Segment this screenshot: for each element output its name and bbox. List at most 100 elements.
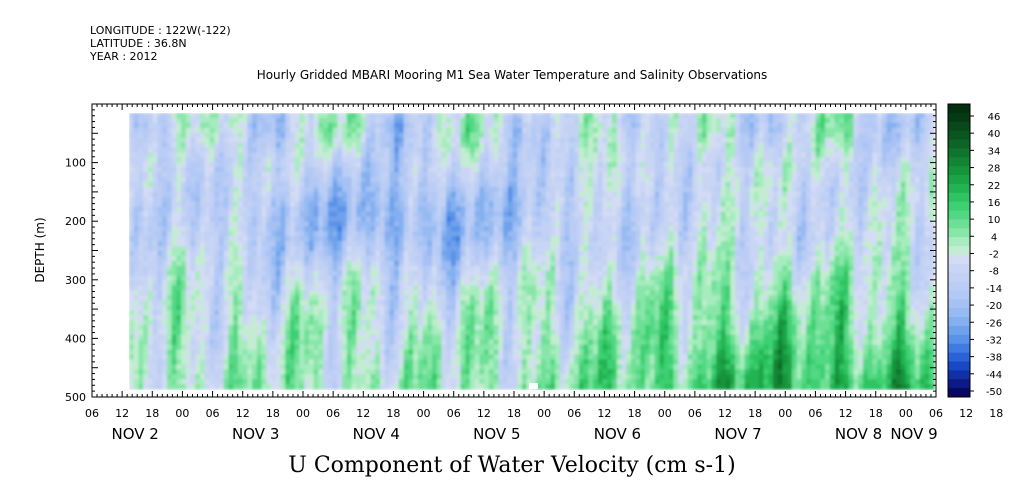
heatmap-cell: [417, 290, 424, 296]
heatmap-cell: [522, 241, 528, 247]
heatmap-cell: [413, 142, 419, 149]
heatmap-cell: [318, 186, 324, 193]
heatmap-cell: [526, 132, 533, 139]
heatmap-cell: [162, 216, 168, 223]
heatmap-cell: [181, 216, 187, 223]
heatmap-cell: [200, 117, 206, 124]
heatmap-cell: [479, 182, 485, 188]
heatmap-cell: [398, 379, 405, 385]
heatmap-cell: [432, 359, 438, 365]
heatmap-cell: [545, 354, 552, 361]
heatmap-cell: [280, 201, 286, 208]
heatmap-cell: [200, 186, 206, 193]
heatmap-cell: [488, 201, 495, 208]
heatmap-cell: [214, 182, 220, 188]
heatmap-cell: [223, 177, 230, 183]
heatmap-cell: [133, 172, 140, 178]
heatmap-cell: [394, 359, 400, 365]
heatmap-cell: [337, 127, 343, 134]
heatmap-cell: [166, 162, 173, 168]
heatmap-cell: [337, 201, 343, 208]
heatmap-cell: [308, 324, 315, 331]
heatmap-cell: [256, 221, 263, 227]
heatmap-cell: [375, 270, 381, 277]
heatmap-cell: [540, 300, 547, 306]
heatmap-cell: [176, 206, 182, 213]
heatmap-cell: [479, 369, 485, 375]
heatmap-cell: [223, 241, 230, 247]
heatmap-cell: [403, 157, 409, 163]
heatmap-cell: [195, 369, 201, 375]
heatmap-cell: [540, 221, 547, 227]
heatmap-cell: [375, 354, 381, 361]
heatmap-cell: [327, 329, 334, 336]
heatmap-cell: [166, 290, 173, 296]
heatmap-cell: [346, 295, 353, 301]
heatmap-cell: [271, 270, 277, 277]
heatmap-cell: [185, 251, 192, 257]
heatmap-cell: [522, 216, 528, 223]
heatmap-cell: [247, 255, 253, 262]
heatmap-cell: [356, 334, 362, 341]
heatmap-cell: [271, 329, 277, 336]
heatmap-cell: [361, 211, 367, 218]
heatmap-cell: [166, 285, 173, 292]
heatmap-cell: [133, 320, 140, 326]
heatmap-cell: [408, 310, 414, 316]
heatmap-cell: [190, 285, 196, 292]
heatmap-cell: [493, 270, 499, 277]
heatmap-cell: [441, 290, 447, 296]
heatmap-cell: [214, 206, 220, 213]
heatmap-cell: [427, 295, 433, 301]
heatmap-cell: [389, 182, 395, 188]
heatmap-cell: [384, 280, 391, 287]
heatmap-cell: [185, 226, 192, 232]
heatmap-cell: [147, 270, 154, 277]
heatmap-cell: [469, 255, 476, 262]
heatmap-cell: [522, 186, 528, 193]
heatmap-cell: [247, 324, 253, 331]
heatmap-cell: [361, 137, 367, 144]
heatmap-cell: [242, 265, 248, 272]
heatmap-cell: [441, 310, 447, 316]
heatmap-cell: [370, 206, 376, 213]
heatmap-cell: [493, 113, 499, 119]
heatmap-cell: [394, 172, 400, 178]
heatmap-cell: [304, 231, 310, 237]
heatmap-cell: [200, 132, 206, 139]
heatmap-cell: [299, 157, 305, 163]
heatmap-cell: [280, 354, 286, 361]
heatmap-cell: [413, 172, 419, 178]
heatmap-cell: [275, 137, 282, 144]
heatmap-cell: [152, 384, 159, 390]
heatmap-cell: [280, 359, 286, 365]
heatmap-cell: [209, 334, 215, 341]
heatmap-cell: [218, 310, 225, 316]
heatmap-cell: [469, 113, 476, 119]
heatmap-cell: [271, 201, 277, 208]
heatmap-cell: [526, 162, 533, 168]
heatmap-cell: [531, 265, 537, 272]
heatmap-cell: [474, 305, 481, 311]
heatmap-cell: [446, 122, 452, 129]
heatmap-cell: [200, 122, 206, 129]
heatmap-cell: [218, 221, 225, 227]
heatmap-cell: [171, 122, 177, 129]
heatmap-cell: [479, 186, 485, 193]
heatmap-cell: [432, 147, 438, 154]
heatmap-cell: [455, 320, 462, 326]
heatmap-cell: [152, 285, 159, 292]
heatmap-cell: [304, 236, 310, 242]
heatmap-cell: [166, 137, 173, 144]
heatmap-cell: [129, 196, 135, 203]
heatmap-cell: [171, 167, 177, 173]
heatmap-cell: [218, 315, 225, 321]
heatmap-cell: [133, 147, 140, 154]
heatmap-cell: [375, 142, 381, 149]
heatmap-cell: [432, 196, 438, 203]
heatmap-cell: [545, 339, 552, 346]
heatmap-cell: [337, 359, 343, 365]
heatmap-cell: [290, 122, 296, 129]
heatmap-cell: [531, 349, 537, 356]
heatmap-cell: [389, 260, 395, 267]
